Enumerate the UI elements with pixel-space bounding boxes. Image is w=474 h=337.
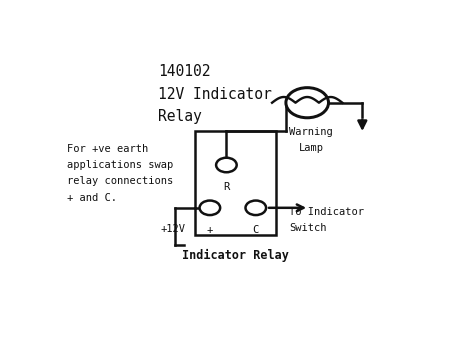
Text: Warning: Warning [289, 127, 333, 137]
Bar [195, 131, 276, 235]
Text: relay connections: relay connections [66, 176, 173, 186]
Text: 140102: 140102 [158, 64, 211, 79]
Text: + and C.: + and C. [66, 192, 117, 203]
Text: Indicator Relay: Indicator Relay [182, 249, 289, 263]
Text: Relay: Relay [158, 110, 202, 124]
Circle shape [216, 158, 237, 172]
Text: Lamp: Lamp [299, 144, 323, 153]
Text: C: C [253, 225, 259, 235]
Text: 12V Indicator: 12V Indicator [158, 87, 272, 102]
Circle shape [286, 88, 328, 118]
Circle shape [246, 201, 266, 215]
Text: applications swap: applications swap [66, 160, 173, 170]
Text: +: + [207, 225, 213, 235]
Text: For +ve earth: For +ve earth [66, 144, 148, 154]
Circle shape [200, 201, 220, 215]
Text: +12V: +12V [161, 223, 186, 234]
Text: R: R [223, 182, 229, 192]
Text: Switch: Switch [289, 223, 326, 233]
Text: To Indicator: To Indicator [289, 207, 364, 216]
